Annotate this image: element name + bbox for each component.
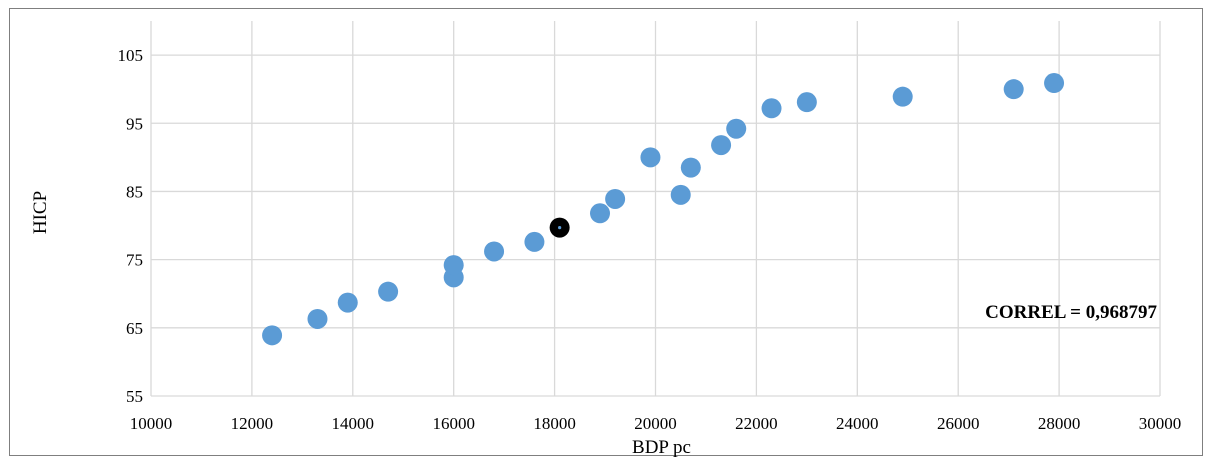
data-point: [680, 157, 701, 178]
data-point: [892, 86, 913, 107]
x-tick-label: 26000: [937, 414, 980, 433]
data-point: [1003, 79, 1024, 100]
data-point: [670, 184, 691, 205]
data-points: [262, 73, 1065, 346]
chart-frame: [9, 8, 1203, 456]
y-tick-label: 55: [126, 387, 143, 406]
data-point: [726, 118, 747, 139]
data-point: [307, 308, 328, 329]
x-axis-title: BDP pc: [632, 437, 691, 458]
y-tick-label: 75: [126, 251, 143, 270]
data-point: [590, 203, 611, 224]
x-tick-label: 28000: [1038, 414, 1081, 433]
x-tick-label: 16000: [432, 414, 475, 433]
data-point: [711, 135, 732, 156]
data-point: [640, 147, 661, 168]
x-tick-label: 20000: [634, 414, 677, 433]
data-point: [524, 231, 545, 252]
correlation-annotation: CORREL = 0,968797: [985, 302, 1157, 323]
data-point: [1044, 73, 1065, 94]
x-tick-label: 14000: [332, 414, 375, 433]
data-point: [443, 255, 464, 276]
data-point: [262, 325, 283, 346]
data-point: [796, 92, 817, 113]
x-tick-label: 30000: [1139, 414, 1182, 433]
y-tick-label: 85: [126, 182, 143, 201]
data-point: [378, 281, 399, 302]
highlight-center-dot: [558, 225, 562, 230]
x-tick-label: 10000: [130, 414, 173, 433]
data-point: [484, 241, 505, 262]
data-point: [605, 188, 626, 209]
data-point: [337, 292, 358, 313]
y-tick-label: 105: [118, 46, 144, 65]
data-point: [761, 98, 782, 119]
y-tick-labels: 55 65 75 85 95 105: [118, 46, 144, 406]
x-tick-label: 24000: [836, 414, 879, 433]
grid-lines: [150, 21, 1161, 397]
x-tick-labels: 10000 12000 14000 16000 18000 20000 22000 24000…: [130, 414, 1182, 433]
x-tick-label: 22000: [735, 414, 778, 433]
y-tick-label: 95: [126, 114, 143, 133]
y-tick-label: 65: [126, 319, 143, 338]
x-tick-label: 18000: [533, 414, 576, 433]
x-tick-label: 12000: [231, 414, 274, 433]
y-axis-title: HICP: [30, 191, 51, 234]
